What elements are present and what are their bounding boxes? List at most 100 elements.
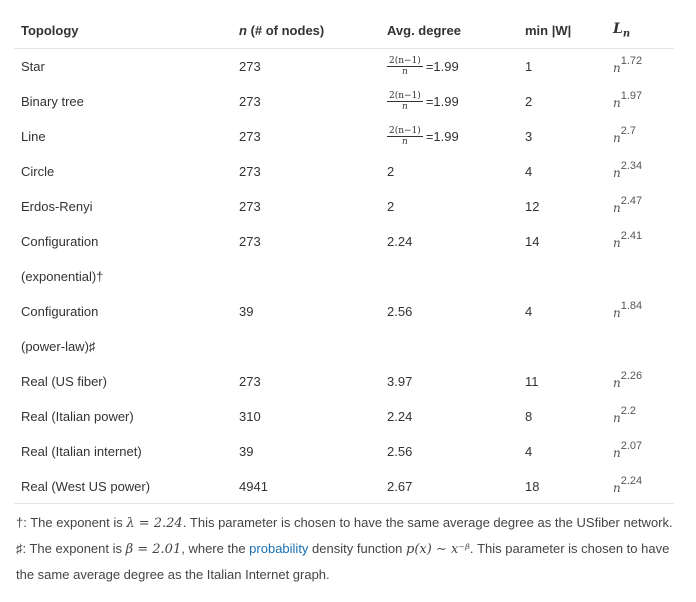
avg-degree-value: =1.99 <box>425 128 459 144</box>
cell-node-count: 310 <box>232 398 380 434</box>
header-n-label: (# of nodes) <box>246 22 325 38</box>
min-w-value: 3 <box>525 128 533 144</box>
probability-link[interactable]: probability <box>249 541 309 556</box>
min-w-value: 1 <box>525 58 533 74</box>
ln-exponent: 2.34 <box>620 159 643 172</box>
sharp-math-2: p(x) ∼ x⁻ᵝ <box>406 542 470 557</box>
node-count: 4941 <box>239 478 268 494</box>
node-count: 273 <box>239 93 261 109</box>
cell-avg-degree: 2.56 <box>380 293 518 329</box>
cell-avg-degree: 2(n−1) n =1.99 <box>380 48 518 84</box>
avg-degree-value: 2.67 <box>387 478 413 494</box>
cell-node-count: 273 <box>232 118 380 154</box>
cell-ln: n2.07 <box>606 433 674 469</box>
ln-value: n2.34 <box>613 160 642 180</box>
ln-base: n <box>613 375 621 390</box>
ln-exponent: 1.97 <box>620 89 643 102</box>
header-topology: Topology <box>14 12 232 49</box>
cell-topology: Line <box>14 118 232 154</box>
table-body: Star 273 2(n−1) n =1.99 1 n1.72 Binary tree 273 2… <box>14 48 674 504</box>
avg-degree-value: 3.97 <box>387 373 413 389</box>
cell-ln: n2.41 <box>606 223 674 259</box>
min-w-value: 18 <box>525 478 540 494</box>
fraction-denominator: n <box>402 101 408 112</box>
cell-node-count: 273 <box>232 83 380 119</box>
dagger-math: λ = 2.24 <box>126 516 183 531</box>
node-count: 39 <box>239 303 254 319</box>
cell-empty <box>606 328 674 364</box>
cell-avg-degree: 2 <box>380 153 518 189</box>
ln-value: n2.07 <box>613 440 642 460</box>
avg-degree-value: 2 <box>387 198 395 214</box>
ln-value: n2.26 <box>613 370 642 390</box>
header-avg-degree: Avg. degree <box>380 12 518 49</box>
degree-fraction: 2(n−1) n <box>387 56 423 77</box>
topology-table-container: Topology n (# of nodes) Avg. degree min … <box>14 12 674 504</box>
cell-min-w: 14 <box>518 223 606 259</box>
cell-topology: Real (Italian power) <box>14 398 232 434</box>
cell-min-w: 8 <box>518 398 606 434</box>
cell-empty <box>518 328 606 364</box>
ln-base: n <box>613 130 621 145</box>
topology-name: Real (Italian internet) <box>21 443 142 459</box>
fraction-numerator: 2(n−1) <box>387 90 423 102</box>
cell-empty <box>380 328 518 364</box>
cell-topology: Binary tree <box>14 83 232 119</box>
cell-min-w: 3 <box>518 118 606 154</box>
cell-node-count: 273 <box>232 223 380 259</box>
table-row: Real (US fiber) 273 3.97 11 n2.26 <box>14 363 674 399</box>
cell-ln: n2.7 <box>606 118 674 154</box>
ln-base: n <box>613 480 621 495</box>
cell-avg-degree: 2 <box>380 188 518 224</box>
min-w-value: 8 <box>525 408 533 424</box>
ln-value: n2.7 <box>613 125 636 145</box>
cell-topology: Configuration <box>14 293 232 329</box>
node-count: 273 <box>239 373 261 389</box>
cell-ln: n1.84 <box>606 293 674 329</box>
sharp-text-4: . This parameter is chosen to have the s… <box>16 541 670 582</box>
min-w-value: 4 <box>525 443 533 459</box>
topology-name: Real (Italian power) <box>21 408 134 424</box>
sharp-text-3: density function <box>308 541 406 556</box>
cell-topology: Configuration <box>14 223 232 259</box>
topology-name: Real (West US power) <box>21 478 151 494</box>
table-row: Configuration 39 2.56 4 n1.84 <box>14 293 674 329</box>
cell-min-w: 4 <box>518 153 606 189</box>
table-row: Erdos-Renyi 273 2 12 n2.47 <box>14 188 674 224</box>
cell-ln: n2.2 <box>606 398 674 434</box>
ln-exponent: 2.7 <box>620 124 637 137</box>
cell-topology-note: (exponential)† <box>14 258 232 294</box>
header-min-w: min |W| <box>518 12 606 49</box>
cell-topology: Circle <box>14 153 232 189</box>
min-w-value: 4 <box>525 303 533 319</box>
cell-node-count: 4941 <box>232 468 380 504</box>
node-count: 273 <box>239 58 261 74</box>
ln-base: n <box>613 95 621 110</box>
ln-value: n2.41 <box>613 230 642 250</box>
table-header-row: Topology n (# of nodes) Avg. degree min … <box>14 12 674 49</box>
topology-name: Star <box>21 58 45 74</box>
topology-name: Erdos-Renyi <box>21 198 93 214</box>
cell-topology: Erdos-Renyi <box>14 188 232 224</box>
topology-name: Configuration <box>21 303 99 319</box>
cell-avg-degree: 2(n−1) n =1.99 <box>380 83 518 119</box>
cell-avg-degree: 2.24 <box>380 398 518 434</box>
table-row: Real (Italian internet) 39 2.56 4 n2.07 <box>14 433 674 469</box>
avg-degree-value: 2.56 <box>387 443 413 459</box>
ln-value: n1.84 <box>613 300 642 320</box>
cell-ln: n1.72 <box>606 48 674 84</box>
footnote-dagger: †: The exponent is λ = 2.24. This parame… <box>16 510 686 536</box>
cell-empty <box>518 258 606 294</box>
ln-exponent: 2.47 <box>620 194 643 207</box>
avg-degree-value: =1.99 <box>425 58 459 74</box>
table-row: Circle 273 2 4 n2.34 <box>14 153 674 189</box>
avg-degree-value: 2.24 <box>387 233 413 249</box>
min-w-value: 4 <box>525 163 533 179</box>
topology-name: Real (US fiber) <box>21 373 107 389</box>
node-count: 273 <box>239 128 261 144</box>
avg-degree-value: 2.24 <box>387 408 413 424</box>
cell-min-w: 2 <box>518 83 606 119</box>
sharp-text-1: : The exponent is <box>22 541 126 556</box>
ln-exponent: 2.2 <box>620 404 637 417</box>
ln-value: n1.97 <box>613 90 642 110</box>
